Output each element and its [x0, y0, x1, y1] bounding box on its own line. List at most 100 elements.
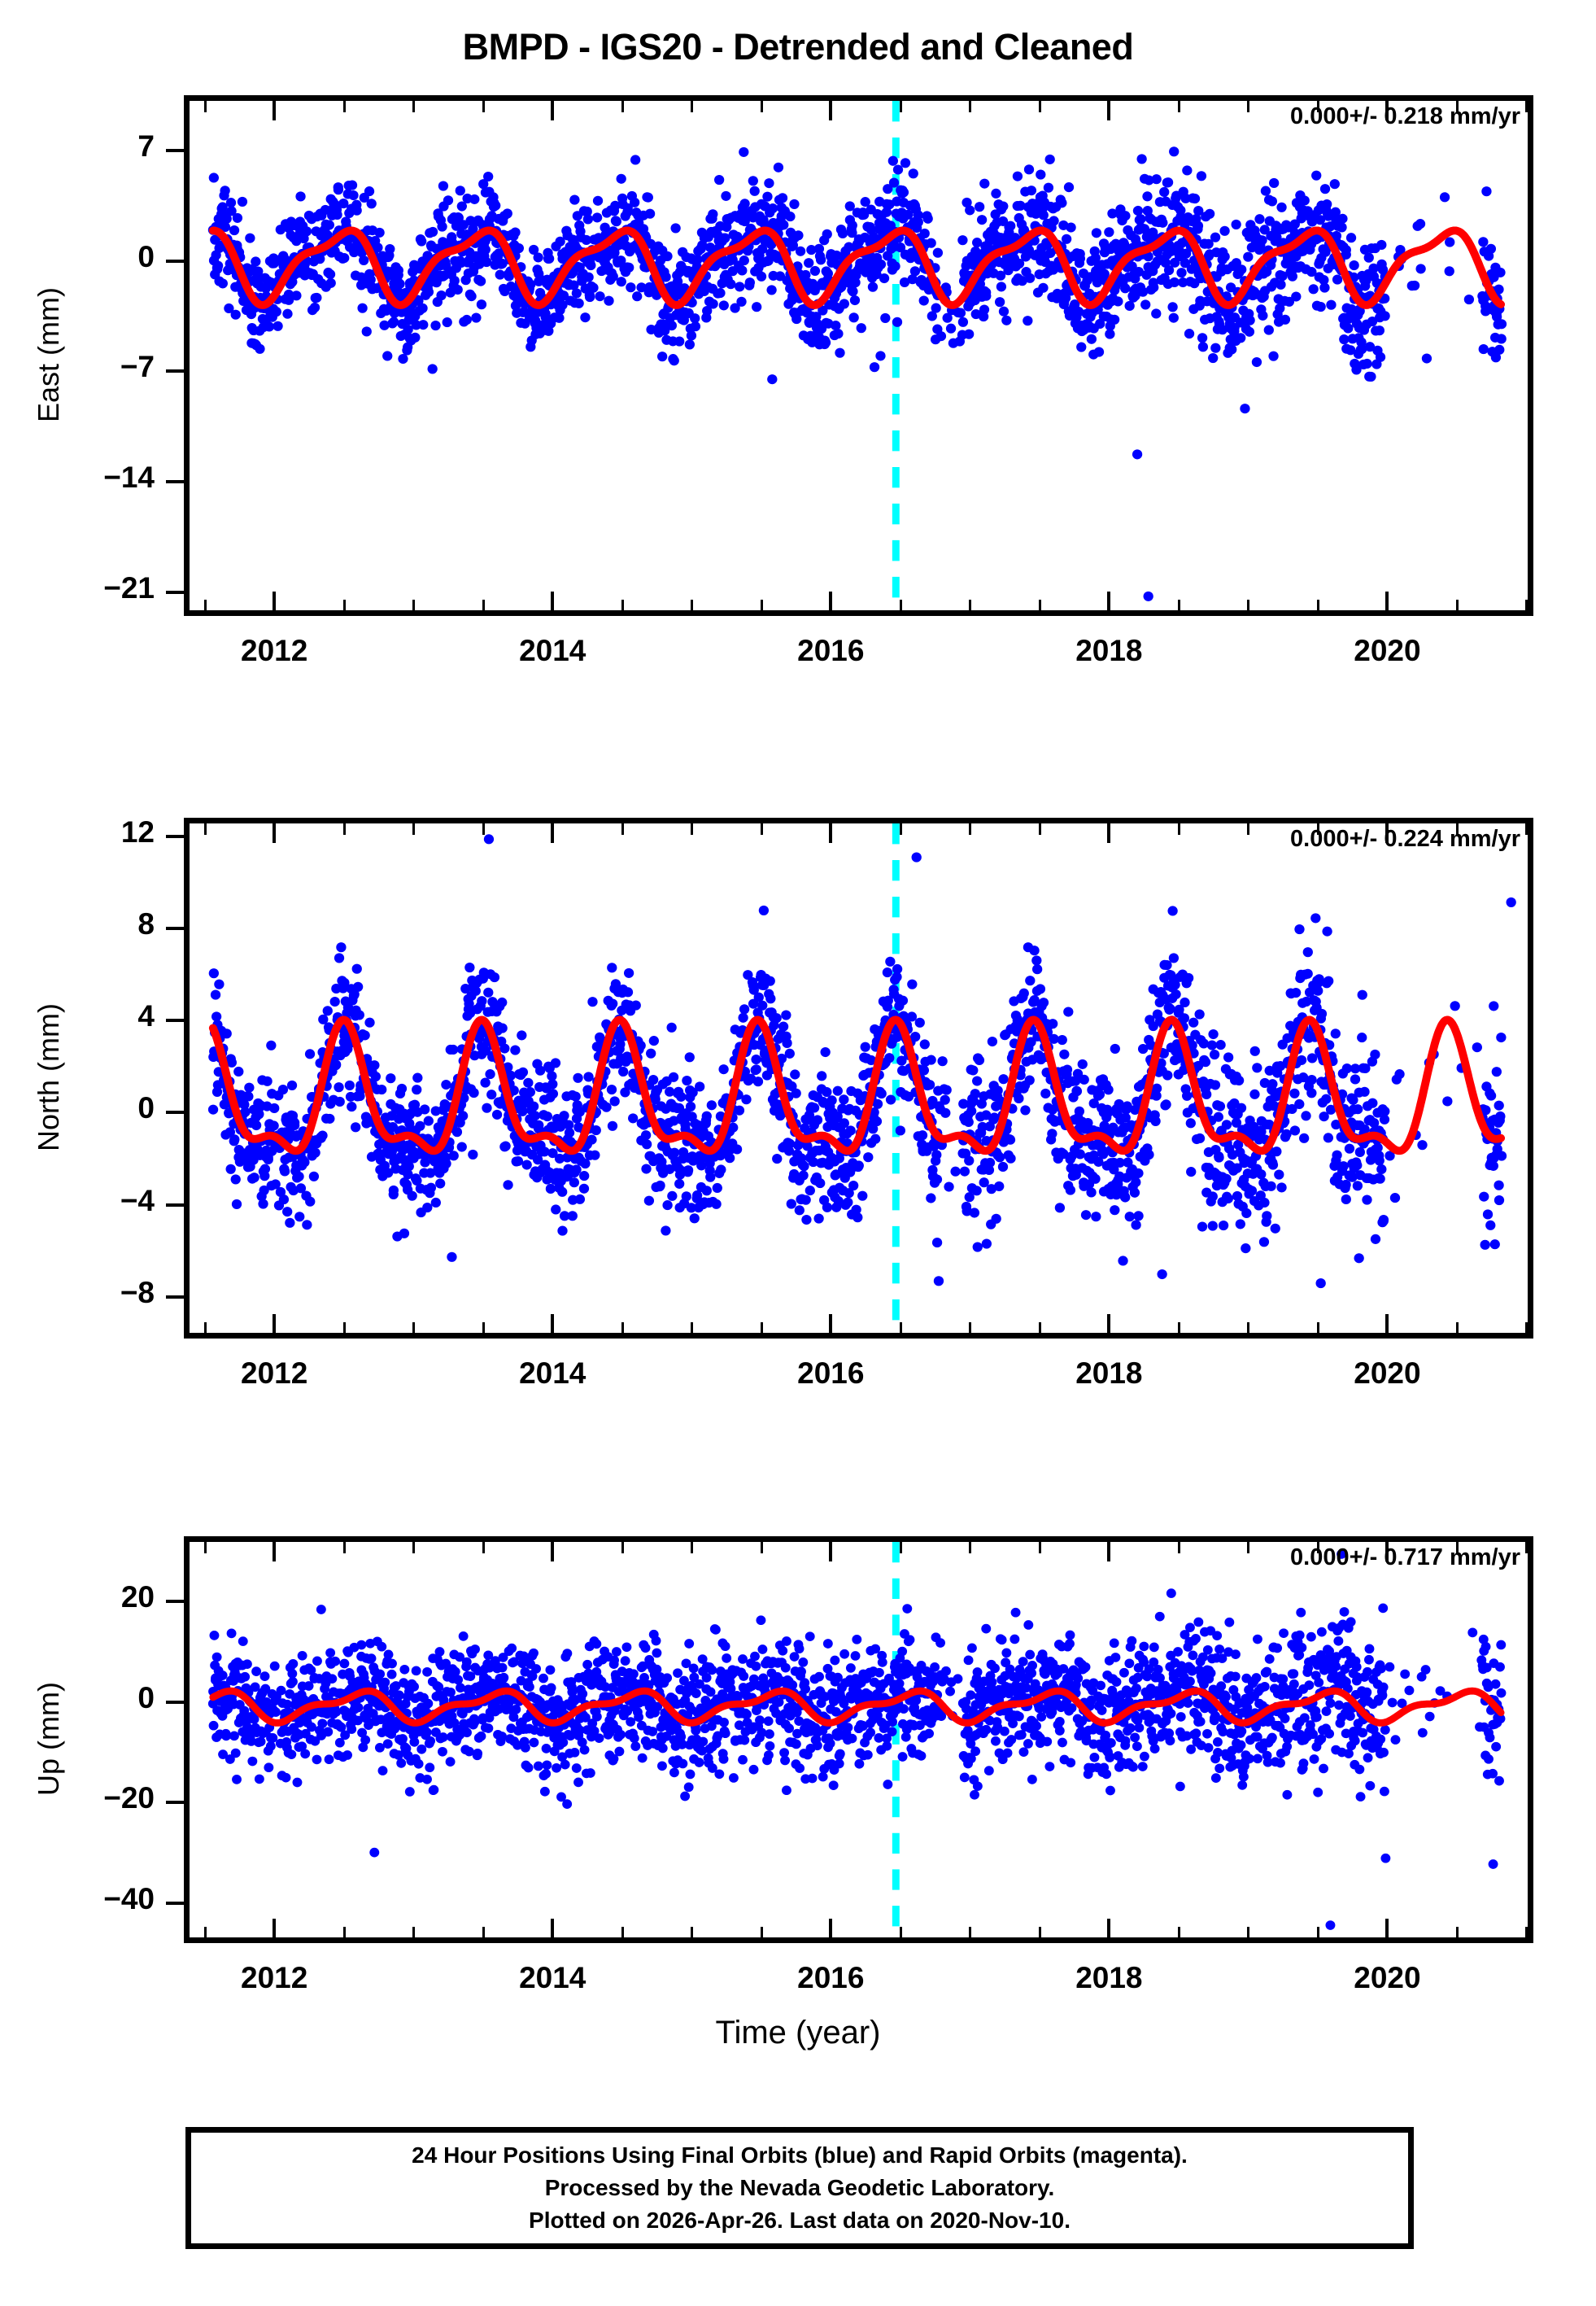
- y-tick-mark: [166, 369, 184, 373]
- x-tick-minor-top: [412, 98, 416, 112]
- footer-caption-box: 24 Hour Positions Using Final Orbits (bl…: [185, 2127, 1414, 2249]
- data-point-group: [207, 146, 1507, 601]
- x-tick-minor-top: [1177, 98, 1180, 112]
- x-tick-minor-top: [412, 821, 416, 835]
- x-tick-minor-top: [1177, 821, 1180, 835]
- x-tick-minor-top: [1038, 98, 1041, 112]
- y-tick-label: 0: [137, 1680, 155, 1714]
- x-tick-major: [829, 1314, 833, 1336]
- x-tick-minor-top: [1525, 1540, 1528, 1553]
- x-tick-minor: [1177, 600, 1180, 614]
- plot-panel-up: 0.000+/- 0.717 mm/yr: [184, 1536, 1533, 1943]
- x-tick-minor-top: [1247, 821, 1250, 835]
- y-tick-label: −20: [103, 1781, 155, 1815]
- y-tick-mark: [166, 148, 184, 152]
- y-tick-mark: [166, 259, 184, 263]
- x-tick-major: [829, 592, 833, 614]
- x-tick-minor: [1455, 1322, 1459, 1336]
- x-tick-label: 2018: [1075, 1356, 1143, 1390]
- x-tick-minor: [412, 600, 416, 614]
- x-tick-major-top: [829, 821, 833, 843]
- x-tick-minor: [1038, 1927, 1041, 1941]
- x-tick-minor-top: [1525, 98, 1528, 112]
- x-tick-major: [1385, 592, 1389, 614]
- x-tick-minor: [621, 1322, 624, 1336]
- x-tick-minor: [412, 1927, 416, 1941]
- x-tick-label: 2014: [519, 634, 587, 667]
- scatter-canvas-up: [207, 1542, 1507, 1937]
- x-tick-label: 2016: [797, 1356, 865, 1390]
- y-tick-label: 20: [120, 1580, 155, 1614]
- x-tick-minor: [1316, 1927, 1319, 1941]
- x-tick-major: [1385, 1314, 1389, 1336]
- footer-line-3: Plotted on 2026-Apr-26. Last data on 202…: [529, 2208, 1071, 2233]
- x-tick-minor-top: [1455, 1540, 1459, 1553]
- x-tick-minor: [1525, 1927, 1528, 1941]
- x-tick-major: [273, 1919, 277, 1941]
- x-tick-minor: [412, 1322, 416, 1336]
- x-tick-major-top: [551, 821, 555, 843]
- x-tick-minor-top: [1247, 1540, 1250, 1553]
- figure-title: BMPD - IGS20 - Detrended and Cleaned: [462, 26, 1134, 68]
- x-tick-major-top: [1107, 1540, 1111, 1561]
- x-axis-title: Time (year): [715, 2015, 881, 2051]
- y-tick-label: −14: [103, 461, 155, 495]
- y-tick-label: 7: [137, 129, 155, 163]
- x-tick-minor-top: [482, 1540, 485, 1553]
- x-tick-major-top: [551, 1540, 555, 1561]
- y-tick-label: −7: [120, 350, 155, 384]
- x-tick-major-top: [829, 98, 833, 120]
- x-tick-minor: [1525, 1322, 1528, 1336]
- x-tick-major: [1385, 1919, 1389, 1941]
- x-tick-minor: [342, 600, 346, 614]
- x-tick-minor: [1455, 1927, 1459, 1941]
- rate-annotation-north: 0.000+/- 0.224 mm/yr: [1290, 826, 1520, 852]
- x-tick-major-top: [1385, 98, 1389, 120]
- x-tick-minor: [482, 1927, 485, 1941]
- x-tick-label: 2018: [1075, 1961, 1143, 1994]
- x-tick-minor: [691, 600, 694, 614]
- x-tick-major: [1107, 592, 1111, 614]
- x-tick-minor: [1247, 600, 1250, 614]
- x-tick-label: 2020: [1354, 1961, 1421, 1994]
- x-tick-minor: [969, 1927, 972, 1941]
- plot-frame-up: [184, 1536, 1533, 1943]
- footer-line-2: Processed by the Nevada Geodetic Laborat…: [544, 2175, 1055, 2200]
- seasonal-fit-line: [208, 226, 1506, 309]
- x-tick-label: 2016: [797, 634, 865, 667]
- x-tick-label: 2012: [241, 1356, 308, 1390]
- x-tick-major-top: [1385, 1540, 1389, 1561]
- data-point-group: [207, 1549, 1507, 1930]
- x-tick-minor-top: [203, 821, 207, 835]
- x-tick-major: [273, 1314, 277, 1336]
- x-tick-major-top: [551, 98, 555, 120]
- x-tick-major: [273, 592, 277, 614]
- x-tick-minor: [621, 1927, 624, 1941]
- plot-panel-north: 0.000+/- 0.224 mm/yr: [184, 818, 1533, 1339]
- x-tick-major: [1107, 1919, 1111, 1941]
- x-tick-label: 2014: [519, 1356, 587, 1390]
- x-tick-minor: [969, 1322, 972, 1336]
- x-tick-minor: [760, 1322, 763, 1336]
- x-tick-minor: [1247, 1927, 1250, 1941]
- x-tick-minor: [760, 600, 763, 614]
- x-tick-minor-top: [342, 98, 346, 112]
- x-tick-minor-top: [760, 1540, 763, 1553]
- x-tick-minor-top: [1177, 1540, 1180, 1553]
- x-tick-minor-top: [342, 821, 346, 835]
- y-tick-mark: [166, 1111, 184, 1115]
- y-tick-mark: [166, 1203, 184, 1207]
- x-tick-minor: [203, 1322, 207, 1336]
- x-tick-minor: [969, 600, 972, 614]
- y-tick-mark: [166, 926, 184, 930]
- x-tick-minor-top: [342, 1540, 346, 1553]
- x-tick-minor-top: [1455, 98, 1459, 112]
- x-tick-major: [551, 592, 555, 614]
- x-tick-major-top: [1107, 98, 1111, 120]
- x-tick-minor: [899, 600, 902, 614]
- x-tick-major: [551, 1919, 555, 1941]
- plot-panel-east: 0.000+/- 0.218 mm/yr: [184, 95, 1533, 616]
- y-tick-mark: [166, 1801, 184, 1805]
- x-tick-label: 2020: [1354, 1356, 1421, 1390]
- x-tick-minor-top: [760, 821, 763, 835]
